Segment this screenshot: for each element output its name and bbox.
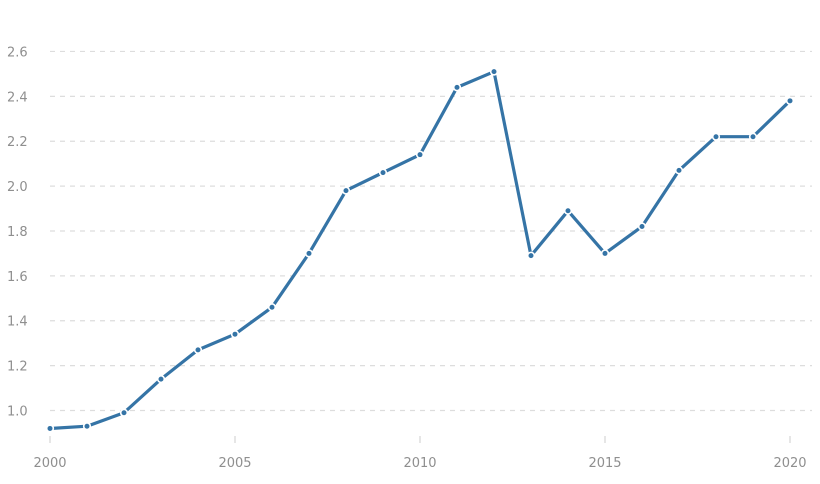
y-tick-label: 1.4 <box>7 315 28 330</box>
y-tick-label: 2.4 <box>7 90 28 105</box>
x-tick-label: 2000 <box>33 456 66 471</box>
y-tick-label: 2.2 <box>7 135 28 150</box>
data-point[interactable] <box>785 96 795 105</box>
data-point[interactable] <box>452 83 462 92</box>
data-point[interactable] <box>304 249 314 258</box>
y-tick-label: 2.0 <box>7 180 28 195</box>
data-point[interactable] <box>82 422 92 431</box>
data-point[interactable] <box>341 186 351 195</box>
data-point[interactable] <box>378 168 388 177</box>
x-tick-label: 2020 <box>773 456 806 471</box>
data-point[interactable] <box>193 345 203 355</box>
data-point[interactable] <box>119 408 129 417</box>
data-point[interactable] <box>748 132 758 141</box>
x-tick-label: 2015 <box>588 456 621 471</box>
x-tick-label: 2010 <box>403 456 436 471</box>
data-point[interactable] <box>526 251 536 260</box>
data-point[interactable] <box>563 206 573 215</box>
data-point[interactable] <box>230 330 240 339</box>
y-tick-label: 1.8 <box>7 225 28 240</box>
data-point[interactable] <box>45 424 55 433</box>
y-tick-label: 1.0 <box>7 405 28 420</box>
series <box>45 67 795 433</box>
data-point[interactable] <box>711 132 721 141</box>
y-axis: 1.0 1.2 1.4 1.6 1.8 2.0 2.2 2.4 2.6 <box>7 45 28 419</box>
x-tick-label: 2005 <box>218 456 251 471</box>
data-point[interactable] <box>415 150 425 159</box>
y-tick-label: 1.6 <box>7 270 28 285</box>
data-point[interactable] <box>674 166 684 175</box>
data-point[interactable] <box>637 222 647 231</box>
series-line <box>49 70 792 431</box>
gridlines <box>50 50 812 412</box>
data-point[interactable] <box>267 303 277 312</box>
y-tick-label: 2.6 <box>7 45 28 60</box>
data-point[interactable] <box>156 374 166 384</box>
data-point[interactable] <box>600 249 610 258</box>
y-tick-label: 1.2 <box>7 360 28 375</box>
data-point[interactable] <box>489 67 499 76</box>
x-axis: 2000 2005 2010 2015 2020 <box>33 436 807 471</box>
